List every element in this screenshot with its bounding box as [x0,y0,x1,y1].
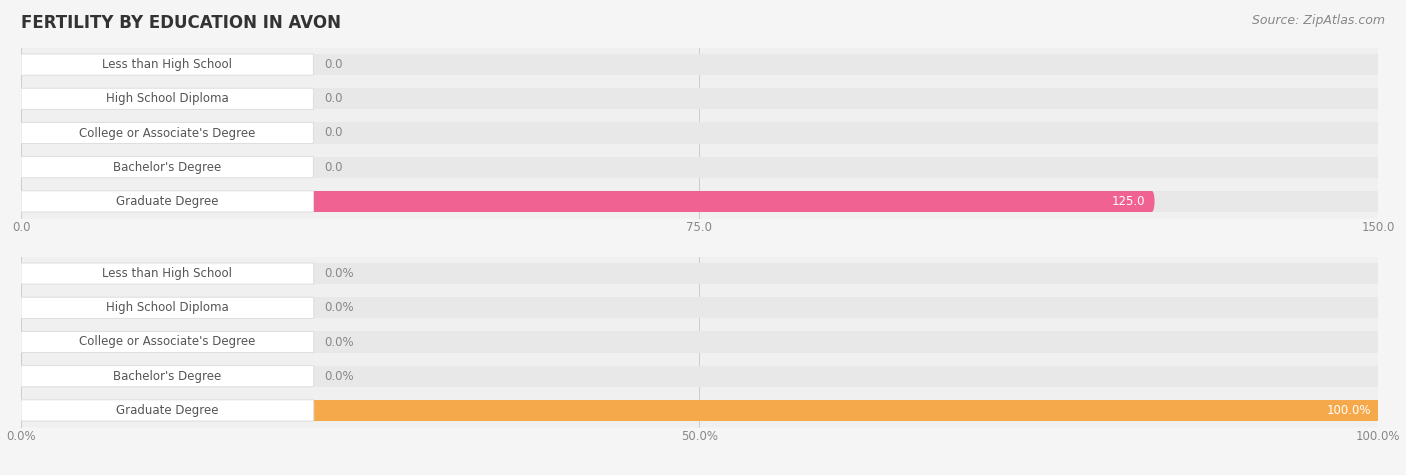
Circle shape [18,88,24,109]
Text: High School Diploma: High School Diploma [105,301,229,314]
Circle shape [18,88,24,109]
Circle shape [1375,123,1381,143]
Bar [21,332,1378,352]
FancyBboxPatch shape [21,184,1378,218]
Circle shape [18,123,24,143]
FancyBboxPatch shape [21,256,1378,291]
Text: 100.0%: 100.0% [1327,404,1371,417]
Text: 0.0: 0.0 [323,126,343,140]
Text: Less than High School: Less than High School [103,58,232,71]
Circle shape [1374,263,1382,284]
Bar [21,263,1378,284]
Circle shape [1149,191,1154,212]
FancyBboxPatch shape [21,116,1378,150]
Bar [21,191,1378,212]
Text: 0.0%: 0.0% [323,335,354,349]
Text: FERTILITY BY EDUCATION IN AVON: FERTILITY BY EDUCATION IN AVON [21,14,342,32]
Text: Graduate Degree: Graduate Degree [115,195,218,208]
Circle shape [18,123,24,143]
FancyBboxPatch shape [21,366,314,387]
FancyBboxPatch shape [21,157,314,178]
FancyBboxPatch shape [21,393,1378,428]
Circle shape [18,54,24,75]
Bar [21,297,1378,318]
Bar [21,400,1378,421]
Bar [21,191,1152,212]
Bar [21,54,1378,75]
Circle shape [17,263,25,284]
Bar [21,400,1378,421]
FancyBboxPatch shape [21,359,1378,393]
Text: Bachelor's Degree: Bachelor's Degree [114,370,222,383]
Circle shape [17,366,25,387]
FancyBboxPatch shape [21,191,314,212]
Text: Less than High School: Less than High School [103,267,232,280]
Circle shape [18,157,24,178]
Circle shape [17,332,25,352]
FancyBboxPatch shape [21,332,314,352]
Bar [21,123,1378,143]
Circle shape [17,263,25,284]
FancyBboxPatch shape [21,88,314,109]
Bar [21,157,1378,178]
Text: Graduate Degree: Graduate Degree [117,404,218,417]
FancyBboxPatch shape [21,263,314,284]
Text: 0.0: 0.0 [323,92,343,105]
Circle shape [1374,332,1382,352]
Circle shape [1375,88,1381,109]
Bar [21,88,1378,109]
Circle shape [17,332,25,352]
Text: 0.0%: 0.0% [323,370,354,383]
FancyBboxPatch shape [21,48,1378,82]
Text: Source: ZipAtlas.com: Source: ZipAtlas.com [1251,14,1385,27]
FancyBboxPatch shape [21,291,1378,325]
FancyBboxPatch shape [21,400,314,421]
Circle shape [17,297,25,318]
FancyBboxPatch shape [21,82,1378,116]
Circle shape [1375,191,1381,212]
Text: 0.0: 0.0 [323,161,343,174]
Text: 125.0: 125.0 [1112,195,1144,208]
Text: 0.0%: 0.0% [323,301,354,314]
Circle shape [17,366,25,387]
FancyBboxPatch shape [21,54,314,75]
Text: Bachelor's Degree: Bachelor's Degree [112,161,221,174]
Circle shape [1374,366,1382,387]
Circle shape [1375,157,1381,178]
Circle shape [1375,54,1381,75]
Circle shape [1374,400,1382,421]
FancyBboxPatch shape [21,325,1378,359]
Circle shape [17,297,25,318]
Text: 0.0: 0.0 [323,58,343,71]
Text: College or Associate's Degree: College or Associate's Degree [79,126,256,140]
Circle shape [18,191,24,212]
Bar [21,366,1378,387]
Circle shape [18,54,24,75]
FancyBboxPatch shape [21,150,1378,184]
Text: 0.0%: 0.0% [323,267,354,280]
Circle shape [18,157,24,178]
Circle shape [17,400,25,421]
Text: High School Diploma: High School Diploma [105,92,229,105]
Text: College or Associate's Degree: College or Associate's Degree [79,335,256,349]
Circle shape [18,191,24,212]
Circle shape [1374,400,1382,421]
Circle shape [1374,297,1382,318]
Circle shape [17,400,25,421]
FancyBboxPatch shape [21,123,314,143]
FancyBboxPatch shape [21,297,314,318]
